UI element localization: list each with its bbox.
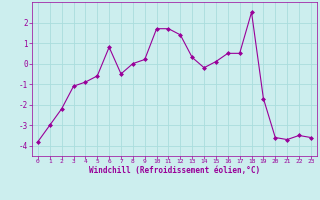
X-axis label: Windchill (Refroidissement éolien,°C): Windchill (Refroidissement éolien,°C) [89,166,260,175]
